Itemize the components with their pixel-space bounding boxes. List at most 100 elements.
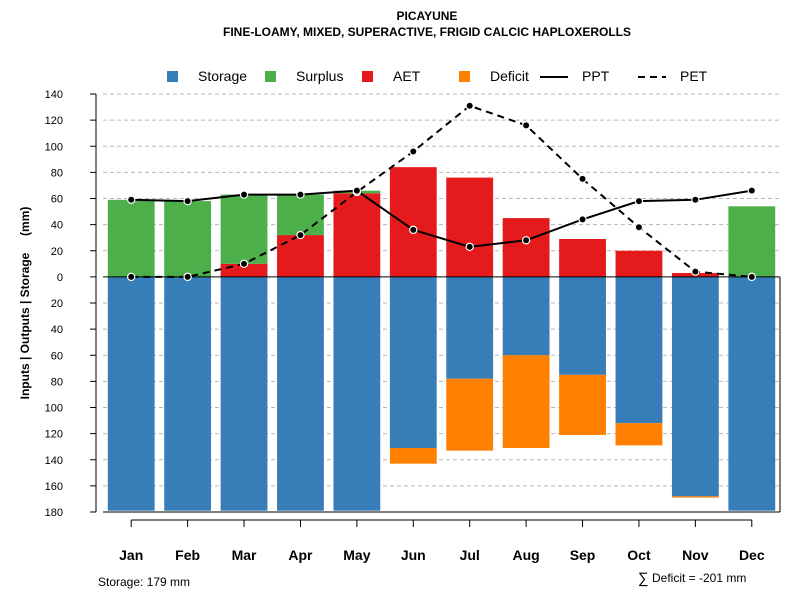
point-ppt [183,196,192,206]
y-tick-label: 40 [51,324,63,336]
point-ppt [578,215,587,224]
bar-deficit-oct [615,423,663,446]
x-tick-label-jul: Jul [460,547,480,563]
point-pet [127,272,136,282]
bar-storage-nov [671,276,719,497]
chart-title: PICAYUNE [397,9,458,23]
x-tick-label-nov: Nov [682,547,709,563]
x-tick-label-aug: Aug [513,547,540,563]
bar-surplus-apr [277,194,324,236]
point-pet [183,272,192,282]
point-ppt [127,195,136,205]
point-pet [521,121,531,130]
bar-storage-apr [277,276,324,511]
x-tick-label-jun: Jun [401,547,426,563]
point-pet [578,174,587,184]
line-pet [131,104,752,278]
y-tick-label: 140 [45,455,63,467]
y-tick-label: 180 [45,507,63,519]
x-tick-label-jan: Jan [119,547,143,563]
point-ppt [239,190,249,199]
y-tick-label: 40 [51,220,63,232]
bar-surplus-feb [164,201,212,277]
legend-label-storage: Storage [198,68,247,84]
bar-surplus-dec [728,206,776,277]
bar-storage-jan [107,276,155,511]
y-tick-label: 100 [45,141,63,153]
legend-swatch-surplus [265,71,276,82]
point-ppt [465,242,474,252]
x-tick-label-apr: Apr [288,547,313,563]
legend-label-pet: PET [680,68,708,84]
point-pet [239,259,249,269]
point-ppt [296,190,305,199]
y-tick-label: 140 [45,89,63,101]
y-tick-label: 120 [45,115,63,127]
y-tick-label: 0 [57,272,63,284]
y-tick-label: 60 [51,194,63,206]
bars [107,167,776,511]
point-pet [465,101,474,110]
bar-storage-dec [728,276,776,511]
legend-swatch-deficit [459,71,470,82]
point-pet [409,147,418,156]
point-ppt [634,196,644,206]
bar-storage-mar [220,276,268,511]
y-tick-label: 20 [51,298,63,310]
storage-note: Storage: 179 mm [98,575,190,589]
legend-label-surplus: Surplus [296,68,343,84]
bar-deficit-aug [502,355,550,448]
bar-aet-may [333,193,381,277]
y-tick-label: 100 [45,403,63,415]
point-ppt [691,195,700,205]
x-tick-label-dec: Dec [739,547,765,563]
legend-swatch-storage [167,71,178,82]
bar-storage-may [333,276,381,511]
y-tick-label: 60 [51,350,63,362]
y-tick-label: 80 [51,167,63,179]
bar-deficit-jun [389,447,437,464]
point-ppt [409,225,418,235]
bar-storage-jun [389,276,437,448]
y-axis-label: Inputs | Outputs | Storage (mm) [18,207,32,400]
x-tick-label-may: May [343,547,370,563]
y-tick-label: 20 [51,246,63,258]
bar-deficit-jul [446,378,494,451]
x-tick-label-mar: Mar [232,547,257,563]
point-ppt [747,186,756,195]
point-pet [634,223,644,232]
bar-deficit-sep [559,374,606,435]
y-tick-label: 160 [45,481,63,493]
chart-subtitle: FINE-LOAMY, MIXED, SUPERACTIVE, FRIGID C… [223,25,631,39]
bar-storage-feb [164,276,212,511]
axes: 140 120 100 80 60 40 20 0 20 40 60 80 100 120 140 160 18… [45,89,781,563]
x-tick-label-feb: Feb [175,547,200,563]
legend-swatch-aet [362,71,373,82]
line-ppt [131,189,752,248]
bar-aet-sep [559,238,606,277]
lines [103,101,780,282]
bar-deficit-nov [671,496,719,498]
point-pet [296,230,305,240]
point-ppt [352,186,362,195]
bar-storage-sep [559,276,606,375]
sum-symbol: ∑ [638,570,649,587]
point-ppt [521,236,531,245]
bar-storage-oct [615,276,663,424]
bar-aet-jul [446,177,494,277]
bar-aet-apr [277,235,324,277]
bar-aet-aug [502,218,550,277]
bar-aet-oct [615,250,663,277]
x-tick-label-sep: Sep [570,547,596,563]
bar-storage-aug [502,276,550,356]
legend: Storage Surplus AET Deficit PPT PET [167,68,708,84]
legend-label-aet: AET [393,68,421,84]
bar-surplus-jan [107,199,155,277]
y-tick-label: 80 [51,376,63,388]
deficit-note: Deficit = -201 mm [652,571,746,585]
y-tick-label: 120 [45,429,63,441]
point-pet [691,267,700,276]
legend-label-ppt: PPT [582,68,610,84]
point-pet [747,272,756,282]
